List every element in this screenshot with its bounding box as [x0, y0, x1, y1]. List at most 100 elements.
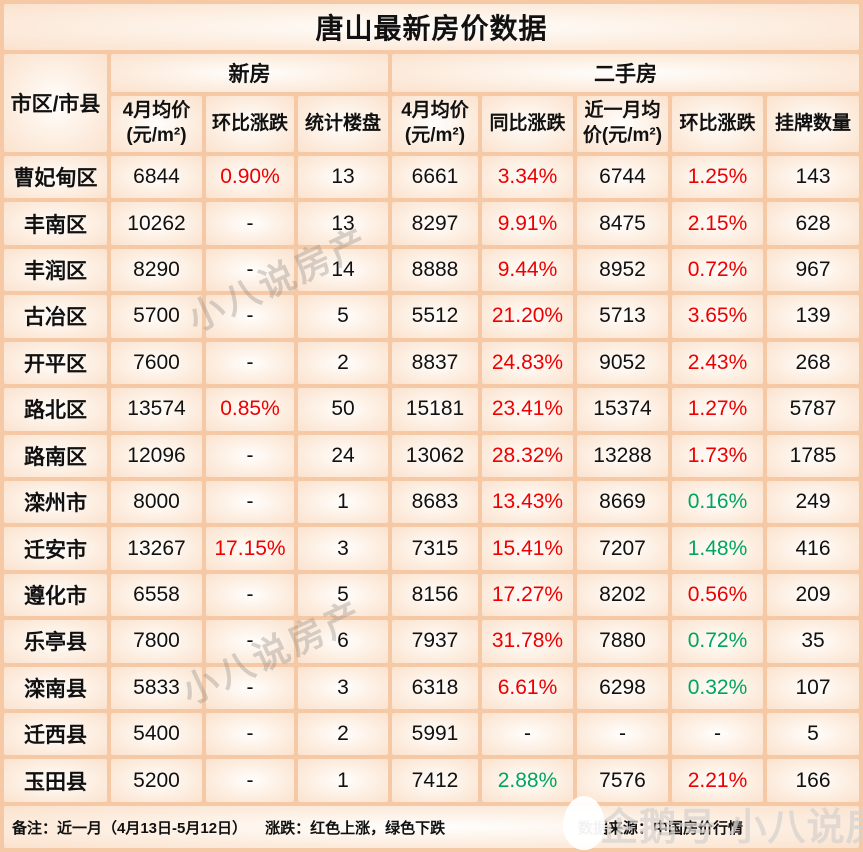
region-cell: 遵化市: [4, 573, 107, 617]
value-cell: 1: [298, 759, 388, 802]
value-cell: 3: [298, 527, 388, 570]
table-row: 迁安市 13267 17.15% 3 7315 15.41% 7207 1.48% 416: [4, 527, 859, 570]
column-header: 4月均价(元/m²): [392, 96, 478, 152]
footer-cell: 备注：近一月（4月13日-5月12日） 涨跌：红色上涨，绿色下跌 数据来源：中国…: [4, 806, 859, 848]
table-row: 遵化市 6558-5 8156 17.27% 8202 0.56% 209: [4, 573, 859, 617]
value-cell: 6: [298, 620, 388, 663]
column-header: 统计楼盘: [298, 96, 388, 152]
value-cell: 0.56%: [672, 573, 763, 617]
value-cell: 5991: [392, 713, 478, 756]
value-cell: 5400: [111, 713, 202, 756]
value-cell: 13: [298, 202, 388, 245]
value-cell: 0.16%: [672, 480, 763, 524]
table-row: 丰润区 8290-14 8888 9.44% 8952 0.72% 967: [4, 248, 859, 292]
value-cell: 7937: [392, 620, 478, 663]
column-header: 同比涨跌: [482, 96, 573, 152]
value-cell: 9.91%: [482, 202, 573, 245]
value-cell: 12096: [111, 434, 202, 477]
value-cell: 23.41%: [482, 388, 573, 431]
value-cell: 8475: [577, 202, 668, 245]
penguin-logo-icon: [563, 796, 605, 850]
value-cell: 3.65%: [672, 295, 763, 338]
value-cell: 2.15%: [672, 202, 763, 245]
value-cell: 21.20%: [482, 295, 573, 338]
value-cell: 5: [298, 573, 388, 617]
value-cell: 8000: [111, 480, 202, 524]
value-cell: 35: [767, 620, 859, 663]
value-cell: 6318: [392, 666, 478, 710]
value-cell: -: [577, 713, 668, 756]
value-cell: 8837: [392, 341, 478, 385]
value-cell: -: [206, 666, 294, 710]
value-cell: 6844: [111, 156, 202, 199]
column-header: 4月均价(元/m²): [111, 96, 202, 152]
page-title: 唐山最新房价数据: [4, 4, 859, 50]
footer-source: 数据来源：中国房价行情: [577, 819, 743, 837]
value-cell: 24.83%: [482, 341, 573, 385]
value-cell: 5: [298, 295, 388, 338]
value-cell: 17.15%: [206, 527, 294, 570]
value-cell: 143: [767, 156, 859, 199]
value-cell: 416: [767, 527, 859, 570]
value-cell: 7412: [392, 759, 478, 802]
value-cell: 5833: [111, 666, 202, 710]
value-cell: 139: [767, 295, 859, 338]
value-cell: 8202: [577, 573, 668, 617]
value-cell: 24: [298, 434, 388, 477]
value-cell: 0.72%: [672, 248, 763, 292]
region-cell: 丰润区: [4, 248, 107, 292]
value-cell: 13: [298, 156, 388, 199]
table-row: 古冶区 5700-5 5512 21.20% 5713 3.65% 139: [4, 295, 859, 338]
table-row: 滦州市 8000-1 8683 13.43% 8669 0.16% 249: [4, 480, 859, 524]
value-cell: 14: [298, 248, 388, 292]
value-cell: 3.34%: [482, 156, 573, 199]
value-cell: 13062: [392, 434, 478, 477]
region-cell: 路北区: [4, 388, 107, 431]
table-row: 路南区 12096-24 13062 28.32% 13288 1.73% 1785: [4, 434, 859, 477]
value-cell: 15374: [577, 388, 668, 431]
value-cell: -: [206, 434, 294, 477]
region-cell: 路南区: [4, 434, 107, 477]
value-cell: 5: [767, 713, 859, 756]
value-cell: -: [206, 248, 294, 292]
value-cell: 1.25%: [672, 156, 763, 199]
corner-header: 市区/市县: [4, 54, 107, 152]
region-cell: 迁西县: [4, 713, 107, 756]
value-cell: 13.43%: [482, 480, 573, 524]
value-cell: -: [672, 713, 763, 756]
value-cell: -: [206, 573, 294, 617]
group-header-second-hand: 二手房: [392, 54, 859, 92]
value-cell: 0.90%: [206, 156, 294, 199]
table-row: 丰南区 10262-13 8297 9.91% 8475 2.15% 628: [4, 202, 859, 245]
table-row: 滦南县 5833-3 6318 6.61% 6298 0.32% 107: [4, 666, 859, 710]
value-cell: -: [206, 620, 294, 663]
value-cell: 1.73%: [672, 434, 763, 477]
value-cell: 5700: [111, 295, 202, 338]
value-cell: 0.32%: [672, 666, 763, 710]
footer-legend: 涨跌：红色上涨，绿色下跌: [265, 819, 446, 837]
value-cell: 13288: [577, 434, 668, 477]
value-cell: 10262: [111, 202, 202, 245]
region-cell: 曹妃甸区: [4, 156, 107, 199]
value-cell: 8669: [577, 480, 668, 524]
value-cell: 13574: [111, 388, 202, 431]
value-cell: 50: [298, 388, 388, 431]
value-cell: 7880: [577, 620, 668, 663]
value-cell: 31.78%: [482, 620, 573, 663]
value-cell: 8888: [392, 248, 478, 292]
value-cell: 7576: [577, 759, 668, 802]
value-cell: 13267: [111, 527, 202, 570]
region-cell: 乐亭县: [4, 620, 107, 663]
value-cell: 628: [767, 202, 859, 245]
value-cell: 8683: [392, 480, 478, 524]
value-cell: 1: [298, 480, 388, 524]
value-cell: 0.85%: [206, 388, 294, 431]
value-cell: 5713: [577, 295, 668, 338]
value-cell: 6.61%: [482, 666, 573, 710]
table-row: 曹妃甸区 6844 0.90% 13 6661 3.34% 6744 1.25% 143: [4, 156, 859, 199]
value-cell: 17.27%: [482, 573, 573, 617]
value-cell: 8297: [392, 202, 478, 245]
value-cell: 1785: [767, 434, 859, 477]
value-cell: 15181: [392, 388, 478, 431]
